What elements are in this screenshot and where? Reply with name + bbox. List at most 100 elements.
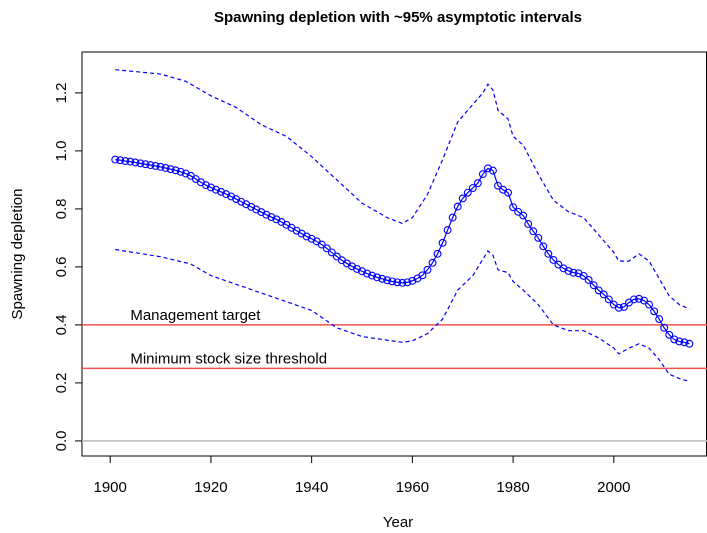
data-point	[544, 249, 553, 258]
data-point	[529, 227, 538, 236]
data-point	[353, 264, 361, 273]
data-point	[468, 184, 477, 192]
data-point	[635, 294, 643, 303]
data-point	[403, 278, 412, 287]
x-axis-label: Year	[383, 514, 413, 531]
data-point	[619, 302, 628, 311]
data-point	[680, 338, 689, 347]
data-point	[589, 281, 598, 290]
data-point	[614, 303, 623, 312]
data-point	[111, 155, 120, 164]
data-point	[650, 307, 659, 316]
data-point	[554, 260, 563, 269]
data-point	[176, 167, 185, 176]
data-point	[579, 271, 588, 280]
y-tick-label: 0.2	[53, 372, 70, 393]
data-point	[645, 300, 654, 309]
data-point	[539, 242, 548, 251]
data-point	[423, 265, 432, 274]
data-point	[594, 286, 603, 295]
data-point	[141, 160, 150, 169]
data-point	[327, 248, 336, 257]
y-tick-label: 0.8	[53, 198, 70, 219]
data-point	[433, 249, 442, 258]
data-point	[534, 233, 543, 242]
x-tick-label: 1920	[194, 479, 227, 496]
data-point	[131, 158, 140, 167]
data-point	[428, 258, 437, 267]
data-point	[368, 271, 377, 280]
data-point	[171, 166, 180, 175]
data-point	[478, 170, 487, 179]
data-point	[483, 164, 492, 173]
y-tick-label: 1.2	[53, 82, 70, 103]
data-point	[448, 213, 457, 222]
data-point	[151, 162, 160, 170]
data-point	[126, 157, 135, 166]
data-point	[489, 166, 497, 175]
data-point	[332, 252, 341, 261]
x-tick-label: 1980	[496, 479, 529, 496]
data-point	[358, 267, 366, 276]
data-point	[222, 190, 230, 199]
data-point	[519, 211, 528, 220]
data-point	[494, 181, 502, 190]
data-point	[217, 187, 225, 196]
data-point	[509, 203, 518, 212]
data-point	[136, 159, 145, 168]
data-point	[322, 244, 331, 253]
data-point	[166, 165, 175, 174]
data-point	[675, 337, 684, 346]
x-tick-label: 1940	[295, 479, 328, 496]
reference-label: Management target	[130, 307, 261, 324]
data-point	[630, 295, 638, 304]
y-tick-label: 0.0	[53, 430, 70, 451]
data-point	[685, 339, 694, 348]
data-point	[161, 164, 170, 172]
data-point	[458, 194, 467, 203]
data-point	[398, 278, 407, 287]
data-point	[201, 181, 210, 190]
data-point	[473, 179, 482, 188]
y-tick-label: 1.0	[53, 140, 70, 161]
data-point	[640, 296, 648, 305]
data-point	[599, 290, 608, 299]
data-point	[524, 220, 533, 228]
y-tick-label: 0.6	[53, 256, 70, 277]
data-point	[212, 185, 220, 194]
data-point	[453, 202, 462, 211]
data-point	[443, 226, 452, 235]
y-axis-label: Spawning depletion	[9, 189, 26, 320]
data-point	[655, 315, 664, 324]
data-point	[317, 240, 326, 249]
data-point	[302, 232, 311, 241]
data-point	[564, 267, 573, 275]
data-point	[569, 268, 578, 277]
reference-label: Minimum stock size threshold	[130, 350, 327, 367]
y-tick-label: 0.4	[53, 314, 70, 335]
data-point	[463, 188, 472, 197]
data-point	[418, 271, 427, 280]
data-point	[514, 207, 523, 216]
data-point	[383, 276, 392, 285]
data-point	[206, 183, 215, 192]
data-point	[408, 276, 417, 285]
data-point	[504, 188, 513, 197]
data-point	[262, 210, 271, 219]
x-tick-label: 1960	[396, 479, 429, 496]
data-point	[670, 335, 679, 344]
interval-line	[115, 69, 690, 310]
data-point	[388, 277, 397, 286]
data-point	[181, 169, 190, 178]
interval-line	[115, 248, 690, 383]
data-point	[156, 162, 165, 171]
data-point	[378, 274, 387, 283]
data-point	[549, 255, 558, 264]
data-point	[584, 276, 593, 284]
data-point	[116, 156, 125, 165]
data-point	[665, 330, 674, 339]
series-line	[115, 159, 690, 345]
data-point	[267, 213, 276, 221]
data-point	[363, 269, 372, 278]
